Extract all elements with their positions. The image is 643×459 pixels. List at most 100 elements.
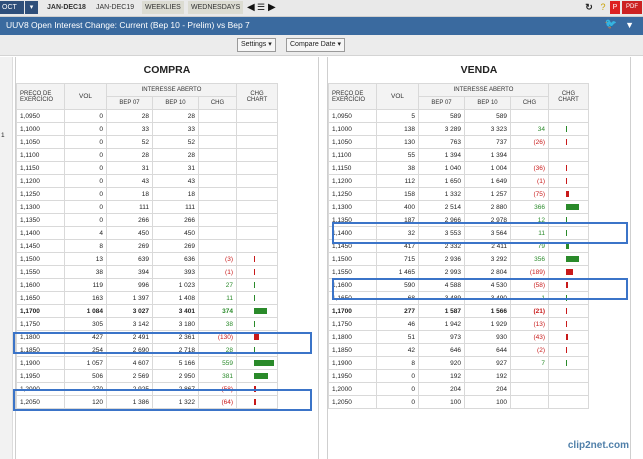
left-edge-value: 1 — [1, 132, 5, 139]
table-row: 1,1150 38 1 040 1 004 (36) — [328, 161, 589, 175]
print-icon[interactable]: P — [610, 1, 620, 14]
table-row: 1,1550 38 394 393 (1) — [16, 265, 278, 279]
chg-bar — [254, 268, 255, 275]
table-row: 1,1100 0 28 28 — [16, 148, 278, 162]
help-icon[interactable]: ? — [600, 2, 606, 12]
highlight-venda-1300 — [332, 222, 628, 244]
bep10-cell: 1 408 — [152, 291, 199, 305]
bep07-header: BEP 07 — [106, 96, 153, 110]
refresh-icon[interactable]: ↻ — [585, 2, 593, 12]
table-row: 1,1000 138 3 289 3 323 34 — [328, 122, 589, 136]
table-row: 1,1200 0 43 43 — [16, 174, 278, 188]
chg-chart-cell — [548, 356, 589, 370]
bep10-cell: 18 — [152, 187, 199, 201]
tab-weeklies[interactable]: WEEKLIES — [142, 1, 184, 14]
chevron-down-icon[interactable]: ▾ — [25, 1, 38, 14]
chg-chart-cell — [548, 187, 589, 201]
chg-bar — [566, 307, 567, 314]
chg-cell: (189) — [510, 265, 549, 279]
compare-date-button[interactable]: Compare Date ▾ — [286, 38, 345, 52]
table-row: 1,1650 163 1 397 1 408 11 — [16, 291, 278, 305]
bep10-cell: 1 257 — [464, 187, 511, 201]
bep10-cell: 3 180 — [152, 317, 199, 331]
compra-panel: COMPRA PREÇO DE EXERCÍCIO VOL INTERESSE AB… — [15, 57, 319, 459]
bep10-header: BEP 10 — [464, 96, 511, 110]
tab-jan-dec18[interactable]: JAN-DEC18 — [47, 4, 86, 11]
chevron-down-icon[interactable]: ▼ — [625, 20, 634, 30]
chg-chart-cell — [236, 317, 278, 331]
selected-month[interactable]: OCT — [0, 1, 24, 14]
vol-cell: 4 — [64, 226, 107, 240]
chg-cell: (26) — [510, 135, 549, 149]
table-row: 1,1450 8 269 269 — [16, 239, 278, 253]
chg-cell: 559 — [198, 356, 237, 370]
strike-cell: 1,1350 — [16, 213, 65, 227]
bep10-cell: 192 — [464, 369, 511, 383]
bep10-cell: 1 004 — [464, 161, 511, 175]
tab-wednesdays[interactable]: WEDNESDAYS — [188, 1, 244, 14]
tab-jan-dec19[interactable]: JAN-DEC19 — [96, 4, 135, 11]
vol-cell: 51 — [376, 330, 419, 344]
bep07-cell: 18 — [106, 187, 153, 201]
table-row: 1,1250 0 18 18 — [16, 187, 278, 201]
next-arrow-icon[interactable]: ▶ — [268, 2, 276, 13]
twitter-icon[interactable]: 🐦 — [604, 19, 617, 30]
vol-cell: 55 — [376, 148, 419, 162]
chg-cell — [510, 109, 549, 123]
strike-cell: 1,1050 — [16, 135, 65, 149]
chg-cell: (64) — [198, 395, 237, 409]
left-scroll-panel[interactable]: 1 — [0, 57, 13, 459]
strike-cell: 1,1200 — [328, 174, 377, 188]
chg-bar — [566, 177, 567, 184]
vol-cell: 0 — [376, 382, 419, 396]
chg-chart-cell — [548, 122, 589, 136]
settings-button[interactable]: Settings ▾ — [237, 38, 276, 52]
bep10-cell: 111 — [152, 200, 199, 214]
chg-cell — [198, 213, 237, 227]
table-row: 1,1050 130 763 737 (26) — [328, 135, 589, 149]
pdf-icon[interactable]: PDF — [622, 1, 642, 14]
chg-cell: 34 — [510, 122, 549, 136]
chg-cell: (3) — [198, 252, 237, 266]
vol-cell: 8 — [64, 239, 107, 253]
venda-panel: VENDA PREÇO DE EXERCÍCIO VOL INTERESSE ABE… — [327, 57, 631, 459]
menu-icon[interactable]: ☰ — [257, 2, 266, 12]
bep07-cell: 28 — [106, 109, 153, 123]
table-row: 1,1950 506 2 569 2 950 381 — [16, 369, 278, 383]
vol-cell: 1 084 — [64, 304, 107, 318]
chg-cell — [198, 161, 237, 175]
vol-cell: 158 — [376, 187, 419, 201]
bep07-cell: 2 936 — [418, 252, 465, 266]
vol-cell: 0 — [64, 161, 107, 175]
chg-bar — [566, 125, 567, 132]
bep07-cell: 763 — [418, 135, 465, 149]
strike-cell: 1,1150 — [16, 161, 65, 175]
bep07-cell: 33 — [106, 122, 153, 136]
bep10-cell: 33 — [152, 122, 199, 136]
table-row: 1,1750 305 3 142 3 180 38 — [16, 317, 278, 331]
table-row: 1,1550 1 465 2 993 2 804 (189) — [328, 265, 589, 279]
chg-header: CHG — [510, 96, 549, 110]
chg-chart-cell — [548, 174, 589, 188]
chg-cell — [510, 369, 549, 383]
table-row: 1,1750 46 1 942 1 929 (13) — [328, 317, 589, 331]
chg-chart-cell — [548, 252, 589, 266]
bep07-cell: 2 993 — [418, 265, 465, 279]
open-interest-header: INTERESSE ABERTO — [418, 83, 549, 97]
strike-cell: 1,2000 — [328, 382, 377, 396]
chg-bar — [566, 294, 567, 301]
strike-cell: 1,1700 — [16, 304, 65, 318]
chg-cell: 11 — [198, 291, 237, 305]
bep07-cell: 1 942 — [418, 317, 465, 331]
prev-arrow-icon[interactable]: ◀ — [247, 2, 255, 13]
bep07-cell: 3 027 — [106, 304, 153, 318]
bep07-cell: 2 569 — [106, 369, 153, 383]
chg-bar — [254, 359, 274, 366]
chg-cell — [198, 226, 237, 240]
bep10-cell: 1 649 — [464, 174, 511, 188]
chg-cell — [510, 382, 549, 396]
chg-cell — [198, 239, 237, 253]
bep07-header: BEP 07 — [418, 96, 465, 110]
chg-chart-cell — [548, 135, 589, 149]
chg-bar — [566, 255, 579, 262]
